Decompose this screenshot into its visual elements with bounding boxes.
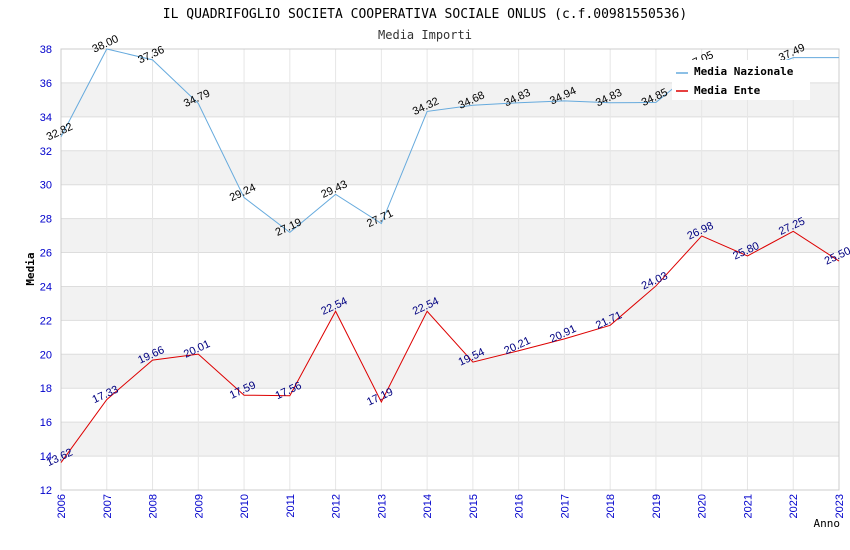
y-tick-label: 16 (40, 417, 52, 429)
x-tick-label: 2016 (514, 494, 526, 518)
x-tick-label: 2017 (559, 494, 571, 518)
plot-band (61, 150, 839, 185)
y-tick-label: 12 (40, 485, 52, 497)
legend: Media Nazionale Media Ente (672, 60, 810, 100)
x-tick-label: 2018 (605, 494, 617, 518)
y-tick-label: 38 (40, 44, 52, 56)
chart-subtitle: Media Importi (378, 28, 472, 42)
plot-band (61, 354, 839, 389)
plot-bands (61, 82, 839, 457)
x-tick-label: 2013 (376, 494, 388, 518)
data-label: 13.62 (45, 447, 75, 470)
plot-band (61, 286, 839, 321)
x-axis-ticks: 2006 2007 2008 2009 2010 2011 2012 2013 2014 2015… (56, 494, 846, 518)
data-label: 37.36 (136, 44, 166, 67)
data-label: 17.19 (365, 386, 395, 409)
y-tick-label: 30 (40, 180, 52, 192)
legend-label-nazionale: Media Nazionale (694, 65, 794, 78)
series-line-1 (60, 230, 840, 463)
plot-area (60, 48, 840, 491)
y-tick-label: 34 (40, 112, 52, 124)
y-axis-ticks: 12 14 16 18 20 22 24 26 28 30 32 34 36 38 (40, 44, 52, 497)
x-tick-label: 2021 (742, 494, 754, 518)
y-tick-label: 20 (40, 349, 52, 361)
x-tick-label: 2023 (834, 494, 846, 518)
x-tick-label: 2012 (331, 494, 343, 518)
x-tick-label: 2010 (239, 494, 251, 518)
plot-band (61, 218, 839, 253)
x-tick-label: 2008 (148, 494, 160, 518)
data-label: 32.82 (45, 121, 75, 144)
y-tick-label: 36 (40, 78, 52, 90)
y-tick-label: 28 (40, 214, 52, 226)
y-axis-label: Media (24, 252, 37, 285)
x-tick-label: 2019 (651, 494, 663, 518)
y-tick-label: 24 (40, 281, 52, 293)
x-tick-label: 2015 (468, 494, 480, 518)
x-tick-label: 2009 (193, 494, 205, 518)
plot-band (61, 422, 839, 457)
x-tick-label: 2011 (285, 494, 297, 518)
chart-title: IL QUADRIFOGLIO SOCIETA COOPERATIVA SOCI… (163, 7, 687, 22)
y-tick-label: 22 (40, 315, 52, 327)
y-tick-label: 14 (40, 451, 52, 463)
legend-label-ente: Media Ente (694, 84, 761, 97)
data-label: 20.91 (548, 323, 578, 346)
x-axis-label: Anno (814, 517, 841, 530)
legend-box (672, 60, 810, 100)
x-tick-label: 2014 (422, 494, 434, 518)
y-tick-label: 32 (40, 146, 52, 158)
x-tick-label: 2007 (102, 494, 114, 518)
x-tick-label: 2006 (56, 494, 68, 518)
x-tick-label: 2022 (788, 494, 800, 518)
y-tick-label: 26 (40, 248, 52, 260)
y-tick-label: 18 (40, 383, 52, 395)
x-tick-label: 2020 (697, 494, 709, 518)
